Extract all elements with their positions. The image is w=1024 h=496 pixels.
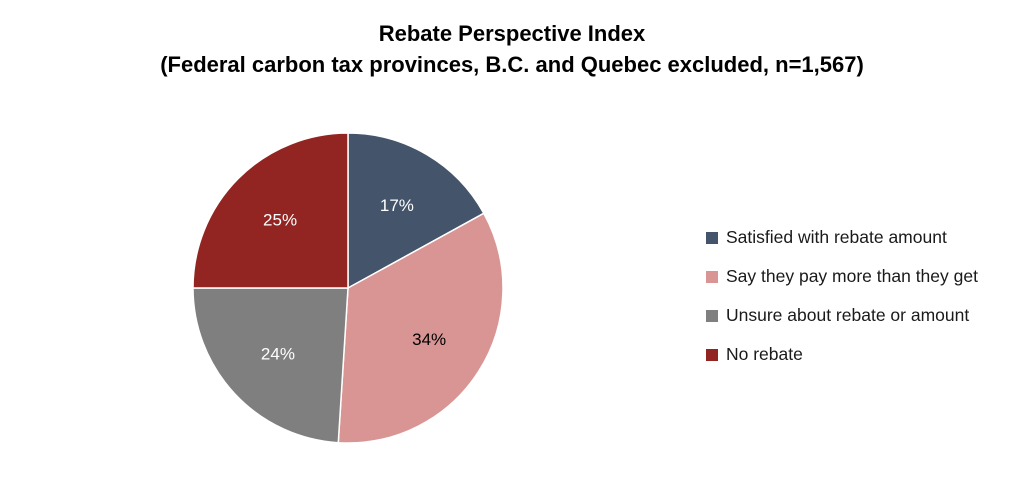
data-label-unsure-about-rebate-or-amount: 24% bbox=[261, 344, 295, 363]
legend-label: Satisfied with rebate amount bbox=[726, 227, 947, 247]
legend-swatch bbox=[706, 309, 718, 322]
chart-title: Rebate Perspective Index bbox=[378, 21, 646, 46]
legend-item-no-rebate: No rebate bbox=[706, 335, 1016, 374]
legend-item-unsure-about-rebate-or-amount: Unsure about rebate or amount bbox=[706, 296, 1016, 335]
legend-item-say-they-pay-more-than-they-get: Say they pay more than they get bbox=[706, 257, 1016, 296]
pie-slice-no-rebate bbox=[192, 132, 349, 289]
legend-item-satisfied-with-rebate-amount: Satisfied with rebate amount bbox=[706, 218, 1016, 257]
pie-slice-satisfied-with-rebate-amount bbox=[347, 132, 485, 290]
legend-label: No rebate bbox=[726, 344, 803, 364]
data-label-no-rebate: 25% bbox=[263, 211, 297, 230]
data-label-satisfied-with-rebate-amount: 17% bbox=[380, 196, 414, 215]
legend-swatch bbox=[706, 348, 718, 361]
legend-label: Say they pay more than they get bbox=[726, 266, 978, 286]
legend-swatch bbox=[706, 231, 718, 244]
chart-subtitle: (Federal carbon tax provinces, B.C. and … bbox=[160, 52, 864, 77]
legend-label: Unsure about rebate or amount bbox=[726, 305, 970, 325]
pie-slice-say-they-pay-more-than-they-get bbox=[337, 212, 504, 444]
chart-legend: Satisfied with rebate amount Say they pay… bbox=[706, 218, 1016, 374]
data-label-say-they-pay-more-than-they-get: 34% bbox=[412, 330, 446, 349]
pie-slice-unsure-about-rebate-or-amount bbox=[192, 287, 349, 444]
legend-swatch bbox=[706, 270, 718, 283]
chart-title-block: Rebate Perspective Index (Federal carbon… bbox=[0, 18, 1024, 80]
